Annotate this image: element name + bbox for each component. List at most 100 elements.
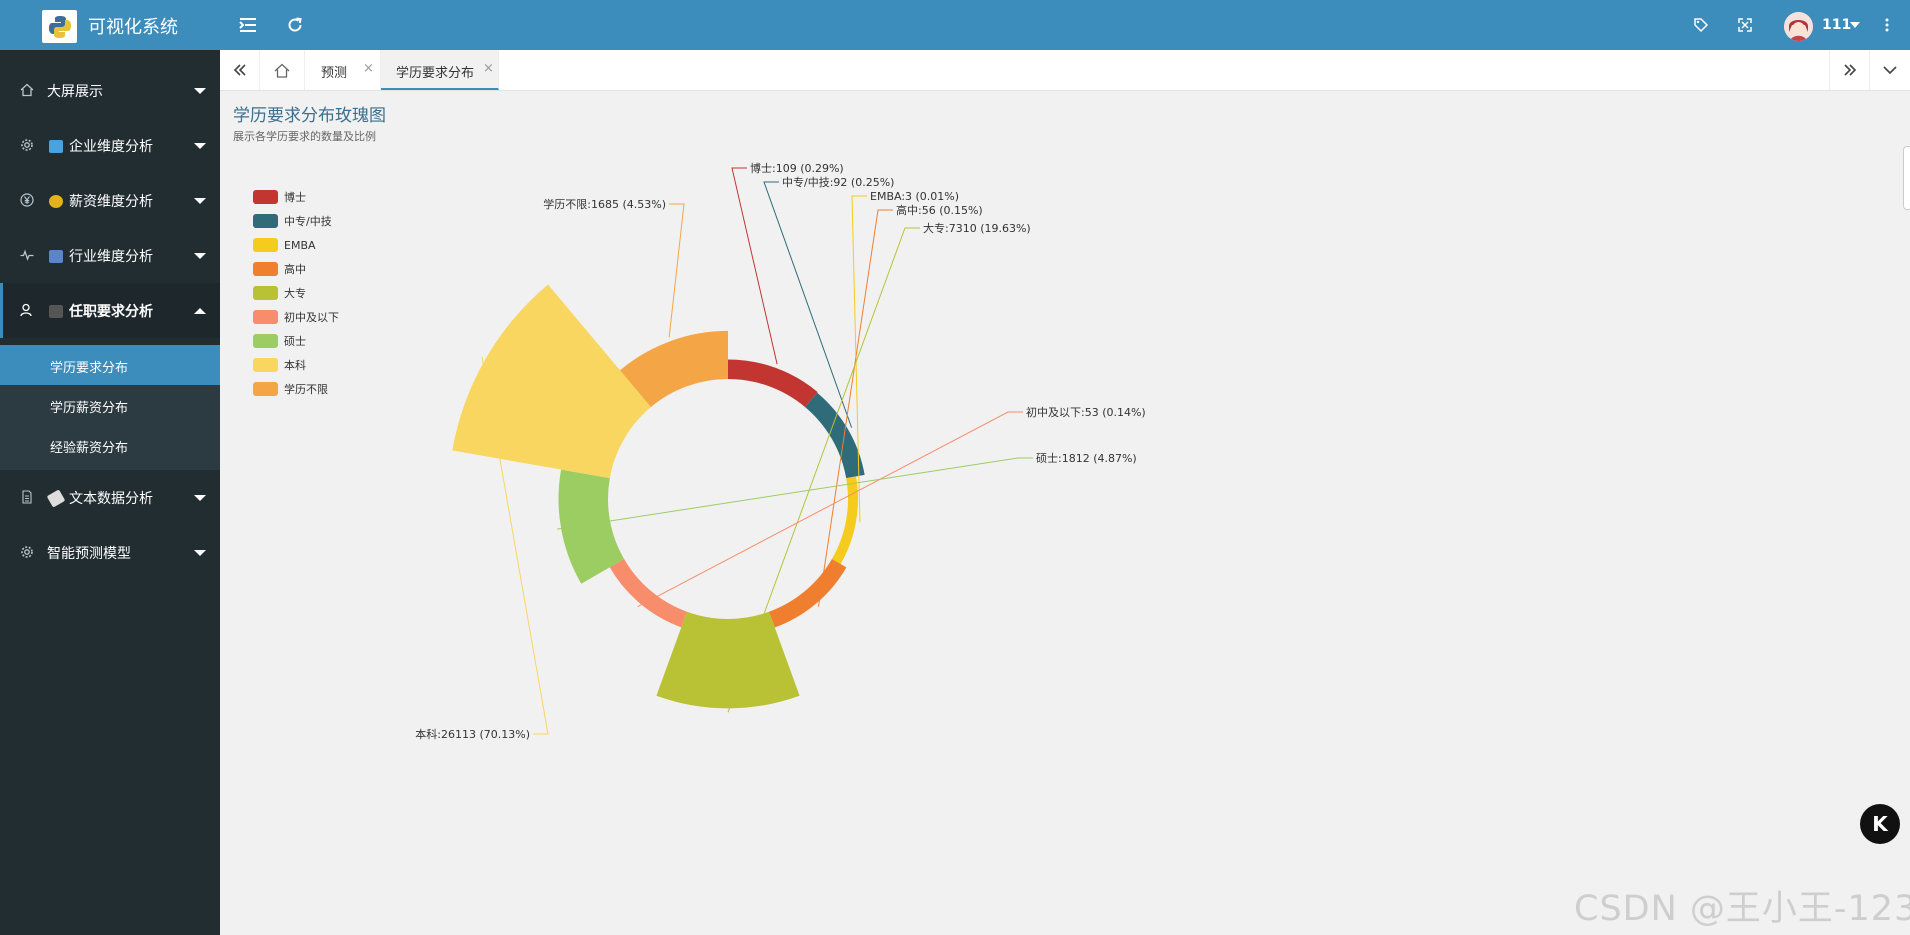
- double-chevron-left-icon: [233, 64, 246, 76]
- logo-area[interactable]: 可视化系统: [0, 0, 220, 50]
- legend-label-1[interactable]: 中专/中技: [284, 214, 332, 228]
- slice-label-7: 本科:26113 (70.13%): [415, 727, 530, 741]
- tag-icon[interactable]: [1690, 0, 1712, 50]
- sidebar-item-salary-analysis[interactable]: 薪资维度分析: [0, 173, 220, 228]
- slice-label-4: 大专:7310 (19.63%): [923, 221, 1031, 235]
- chevron-down-icon: [1883, 65, 1897, 74]
- sidebar-item-text: 薪资维度分析: [69, 194, 153, 210]
- caret-down-icon: [194, 495, 206, 501]
- label-leader-line-8: [668, 203, 685, 338]
- legend-swatch-5[interactable]: [253, 310, 278, 324]
- submenu-item-education-distribution[interactable]: 学历要求分布: [0, 345, 220, 385]
- legend-swatch-6[interactable]: [253, 334, 278, 348]
- legend-label-6[interactable]: 硕士: [284, 335, 306, 348]
- pencil-icon: [46, 489, 66, 508]
- tab-prediction[interactable]: 预测 ×: [305, 50, 381, 90]
- pie-slice-1[interactable]: [805, 392, 865, 479]
- caret-up-icon: [194, 308, 206, 314]
- legend-label-4[interactable]: 大专: [284, 286, 306, 300]
- floating-k-button[interactable]: K: [1860, 804, 1900, 844]
- chart-title: 学历要求分布玫瑰图: [233, 106, 386, 126]
- scroll-tabs-left-button[interactable]: [220, 50, 260, 90]
- bar-chart-icon: [49, 250, 63, 263]
- legend-swatch-2[interactable]: [253, 238, 278, 252]
- submenu-requirement-analysis: 学历要求分布 学历薪资分布 经验薪资分布: [0, 345, 220, 470]
- legend-label-2[interactable]: EMBA: [284, 239, 316, 252]
- label-leader-line-2: [851, 195, 867, 523]
- menu-toggle-icon[interactable]: [236, 0, 260, 50]
- sidebar-item-label: 文本数据分析: [46, 488, 153, 508]
- legend-label-0[interactable]: 博士: [284, 191, 306, 204]
- gear-icon: [21, 546, 33, 558]
- csdn-watermark: CSDN @王小王-123: [1574, 889, 1910, 929]
- refresh-icon[interactable]: [283, 0, 307, 50]
- legend-swatch-8[interactable]: [253, 382, 278, 396]
- chart-subtitle: 展示各学历要求的数量及比例: [233, 130, 376, 143]
- legend-label-5[interactable]: 初中及以下: [284, 310, 339, 324]
- close-icon[interactable]: ×: [363, 61, 374, 76]
- building-icon: [49, 140, 63, 153]
- legend-swatch-1[interactable]: [253, 214, 278, 228]
- file-icon: [22, 490, 32, 504]
- caret-down-icon: [194, 198, 206, 204]
- side-panel-handle[interactable]: [1903, 146, 1910, 210]
- fullscreen-icon[interactable]: [1734, 0, 1756, 50]
- tab-label: 学历要求分布: [396, 66, 475, 81]
- graduation-cap-icon: [49, 305, 63, 318]
- user-avatar[interactable]: [1784, 12, 1813, 41]
- pie-slice-8[interactable]: [619, 330, 728, 408]
- label-leader-line-5: [637, 411, 1023, 608]
- sidebar-item-text: 行业维度分析: [69, 249, 153, 265]
- label-leader-line-0: [731, 167, 778, 365]
- submenu-item-label: 学历薪资分布: [50, 401, 129, 416]
- scroll-tabs-right-button[interactable]: [1829, 50, 1869, 90]
- sidebar-item-dashboard[interactable]: 大屏展示: [0, 63, 220, 118]
- legend-label-7[interactable]: 本科: [284, 358, 306, 372]
- legend-swatch-3[interactable]: [253, 262, 278, 276]
- user-name[interactable]: 111: [1822, 17, 1852, 33]
- sidebar-item-industry-analysis[interactable]: 行业维度分析: [0, 228, 220, 283]
- legend-swatch-4[interactable]: [253, 286, 278, 300]
- pie-slice-0[interactable]: [728, 359, 818, 408]
- tab-education-distribution[interactable]: 学历要求分布 ×: [381, 50, 499, 90]
- user-icon: [20, 303, 32, 317]
- logo-icon: [42, 10, 77, 43]
- sidebar-item-label: 企业维度分析: [49, 136, 153, 156]
- slice-label-6: 硕士:1812 (4.87%): [1036, 452, 1137, 465]
- main-content: 学历要求分布玫瑰图 展示各学历要求的数量及比例 博士:109 (0.29%) 中专…: [220, 92, 1910, 935]
- legend-label-8[interactable]: 学历不限: [284, 382, 328, 396]
- submenu-item-education-salary[interactable]: 学历薪资分布: [0, 385, 220, 425]
- legend-swatch-7[interactable]: [253, 358, 278, 372]
- user-caret-icon[interactable]: [1848, 0, 1862, 50]
- pie-slice-6[interactable]: [558, 469, 625, 584]
- gear-icon: [21, 139, 33, 151]
- submenu-item-label: 学历要求分布: [50, 361, 129, 376]
- pulse-icon: [20, 249, 34, 261]
- pie-slice-4[interactable]: [656, 611, 800, 709]
- pie-slice-2[interactable]: [831, 476, 858, 564]
- sidebar-item-company-analysis[interactable]: 企业维度分析: [0, 118, 220, 173]
- more-vertical-icon[interactable]: [1880, 0, 1894, 50]
- sidebar-item-label: 薪资维度分析: [49, 191, 153, 211]
- legend-swatch-0[interactable]: [253, 190, 278, 204]
- label-leader-line-1: [763, 181, 853, 428]
- sidebar-item-label: 行业维度分析: [49, 246, 153, 266]
- sidebar-item-text: 文本数据分析: [69, 491, 153, 507]
- legend-label-3[interactable]: 高中: [284, 262, 306, 276]
- close-icon[interactable]: ×: [483, 61, 494, 76]
- pie-slice-7[interactable]: [452, 284, 651, 479]
- double-chevron-right-icon: [1843, 64, 1856, 76]
- tab-options-dropdown[interactable]: [1869, 50, 1910, 90]
- label-leader-line-6: [557, 457, 1033, 530]
- pie-slice-5[interactable]: [609, 559, 687, 628]
- home-icon: [20, 83, 34, 97]
- sidebar-item-text-analysis[interactable]: 文本数据分析: [0, 470, 220, 525]
- sidebar-item-prediction-model[interactable]: 智能预测模型: [0, 525, 220, 580]
- sidebar-item-label: 任职要求分析: [49, 301, 153, 321]
- pie-slice-3[interactable]: [769, 559, 847, 628]
- submenu-item-experience-salary[interactable]: 经验薪资分布: [0, 425, 220, 465]
- tab-home[interactable]: [260, 50, 305, 90]
- slice-label-1: 中专/中技:92 (0.25%): [782, 175, 894, 189]
- sidebar-item-requirement-analysis[interactable]: 任职要求分析: [0, 283, 220, 338]
- slice-label-8: 学历不限:1685 (4.53%): [543, 197, 666, 211]
